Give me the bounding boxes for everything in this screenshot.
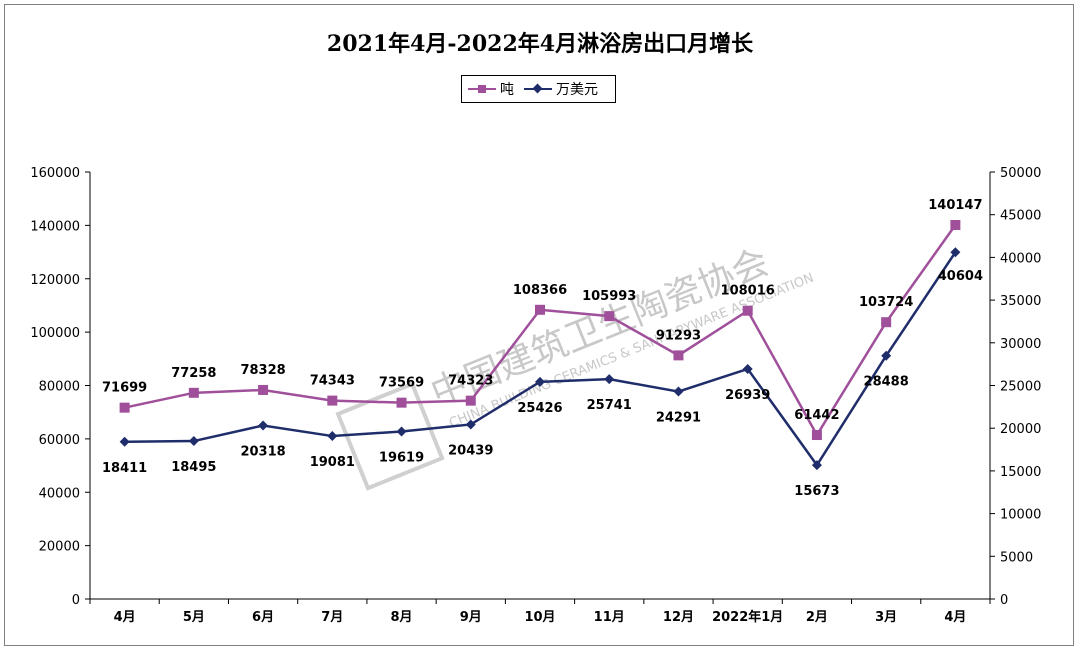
y-right-tick-label: 40000 xyxy=(1000,251,1041,266)
data-label-tons: 74343 xyxy=(310,374,355,389)
y-left-tick-label: 120000 xyxy=(30,273,80,288)
data-label-tons: 77258 xyxy=(171,366,216,381)
data-label-tons: 61442 xyxy=(794,408,839,423)
point-usd xyxy=(119,436,130,447)
data-label-tons: 140147 xyxy=(928,198,982,213)
chart-title: 2021年4月-2022年4月淋浴房出口月增长 xyxy=(326,31,754,57)
x-tick-label: 3月 xyxy=(875,610,897,625)
point-usd xyxy=(535,376,545,387)
y-left-tick-label: 80000 xyxy=(39,380,80,395)
data-label-usd: 20318 xyxy=(240,444,285,459)
y-right-tick-label: 5000 xyxy=(1000,550,1033,565)
point-usd xyxy=(327,431,338,442)
y-left-tick-label: 20000 xyxy=(39,540,80,555)
data-label-usd: 15673 xyxy=(794,484,839,499)
point-usd xyxy=(396,426,407,437)
point-tons xyxy=(950,219,961,230)
chart-frame xyxy=(4,4,1074,646)
y-right-tick-label: 0 xyxy=(1000,593,1008,608)
data-label-usd: 18411 xyxy=(102,461,147,476)
point-tons xyxy=(188,387,199,398)
point-usd xyxy=(673,386,684,397)
x-tick-label: 2022年1月 xyxy=(712,609,783,625)
x-tick-label: 2月 xyxy=(806,610,828,625)
data-label-tons: 91293 xyxy=(656,328,701,343)
legend-swatch-tons xyxy=(468,82,496,96)
y-left-tick-label: 0 xyxy=(72,593,80,608)
point-usd xyxy=(258,420,269,431)
point-tons xyxy=(604,311,615,322)
data-label-usd: 28488 xyxy=(864,375,909,390)
x-tick-label: 9月 xyxy=(460,610,482,625)
legend-item-tons: 吨 xyxy=(468,79,514,99)
data-label-usd: 19081 xyxy=(310,455,355,470)
point-usd xyxy=(604,374,615,385)
y-right-tick-label: 10000 xyxy=(1000,508,1041,523)
data-label-usd: 24291 xyxy=(656,411,701,426)
point-usd xyxy=(811,460,822,471)
data-label-tons: 105993 xyxy=(582,289,636,304)
data-label-tons: 73569 xyxy=(379,376,424,391)
y-right-tick-label: 50000 xyxy=(1000,166,1041,181)
data-label-tons: 103724 xyxy=(859,295,913,310)
watermark-logo xyxy=(335,381,445,491)
y-right-tick-label: 15000 xyxy=(1000,465,1041,480)
legend-swatch-usd xyxy=(524,82,552,96)
point-tons xyxy=(535,304,545,315)
data-label-usd: 40604 xyxy=(938,269,983,284)
data-label-tons: 71699 xyxy=(102,381,147,396)
data-label-usd: 25741 xyxy=(587,398,632,413)
y-right-tick-label: 20000 xyxy=(1000,422,1041,437)
data-label-tons: 108366 xyxy=(513,283,567,298)
point-tons xyxy=(119,402,130,413)
point-tons xyxy=(258,384,269,395)
y-left-tick-label: 60000 xyxy=(39,433,80,448)
point-tons xyxy=(327,395,338,406)
data-label-tons: 108016 xyxy=(721,284,775,299)
x-tick-label: 5月 xyxy=(183,610,205,625)
legend-item-usd: 万美元 xyxy=(524,79,598,99)
point-usd xyxy=(742,363,753,374)
x-tick-label: 10月 xyxy=(524,610,555,625)
legend: 吨 万美元 xyxy=(461,75,616,103)
legend-label-tons: 吨 xyxy=(500,82,514,98)
y-right-tick-label: 35000 xyxy=(1000,294,1041,309)
x-tick-label: 7月 xyxy=(321,610,343,625)
x-tick-label: 6月 xyxy=(252,610,274,625)
point-tons xyxy=(811,430,822,441)
data-label-tons: 78328 xyxy=(240,363,285,378)
y-right-tick-label: 30000 xyxy=(1000,337,1041,352)
data-label-tons: 74323 xyxy=(448,374,493,389)
x-tick-label: 8月 xyxy=(391,610,413,625)
point-tons xyxy=(396,397,407,408)
y-left-tick-label: 100000 xyxy=(30,326,80,341)
x-tick-label: 12月 xyxy=(663,610,694,625)
legend-label-usd: 万美元 xyxy=(556,82,598,98)
x-tick-label: 4月 xyxy=(114,610,136,625)
y-right-tick-label: 45000 xyxy=(1000,209,1041,224)
point-tons xyxy=(465,395,476,406)
point-usd xyxy=(465,419,476,430)
data-label-usd: 25426 xyxy=(517,401,562,416)
point-tons xyxy=(881,317,892,328)
y-left-tick-label: 140000 xyxy=(30,219,80,234)
data-label-usd: 26939 xyxy=(725,388,770,403)
data-label-usd: 18495 xyxy=(171,460,216,475)
point-tons xyxy=(742,305,753,316)
data-label-usd: 19619 xyxy=(379,450,424,465)
point-usd xyxy=(188,436,199,447)
data-label-usd: 20439 xyxy=(448,443,493,458)
x-tick-label: 11月 xyxy=(594,610,625,625)
y-right-tick-label: 25000 xyxy=(1000,380,1041,395)
x-tick-label: 4月 xyxy=(944,610,966,625)
point-usd xyxy=(881,350,892,361)
point-usd xyxy=(950,247,961,258)
y-left-tick-label: 160000 xyxy=(30,166,80,181)
y-left-tick-label: 40000 xyxy=(39,486,80,501)
point-tons xyxy=(673,350,684,361)
